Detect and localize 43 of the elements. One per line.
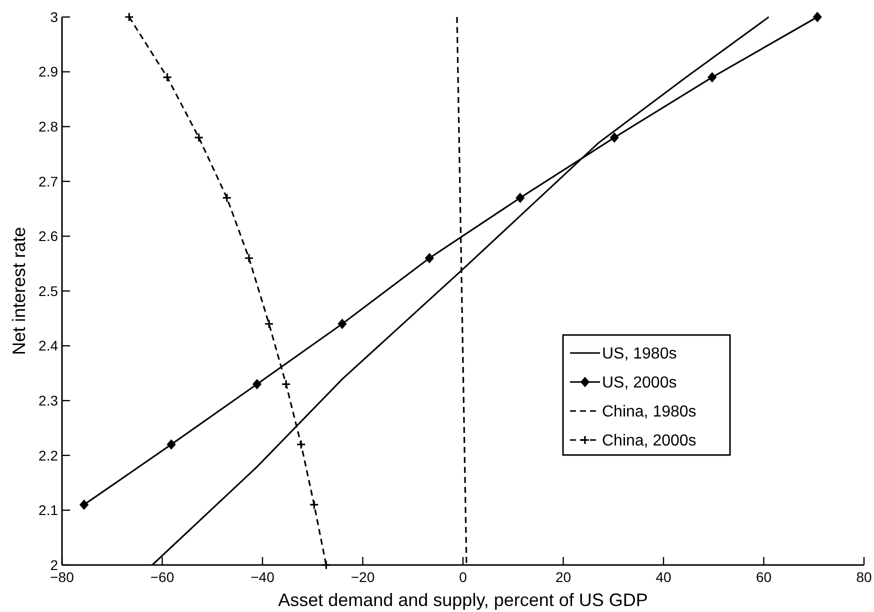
- point: [194, 132, 204, 142]
- point: [80, 500, 88, 510]
- legend-label: US, 2000s: [602, 374, 677, 392]
- point: [281, 379, 291, 389]
- point: [425, 253, 434, 263]
- point: [708, 72, 716, 82]
- y-tick-label: 2.8: [38, 118, 58, 134]
- point: [244, 253, 254, 263]
- y-tick-label: 2.5: [38, 282, 58, 299]
- y-tick-label: 2.9: [38, 64, 58, 80]
- x-tick-label: −40: [250, 569, 275, 585]
- point: [309, 500, 319, 510]
- point: [222, 193, 232, 203]
- point: [162, 72, 172, 82]
- point: [124, 12, 134, 22]
- y-tick-label: 2.1: [38, 502, 58, 518]
- point: [610, 132, 619, 142]
- point: [516, 193, 524, 203]
- x-tick-label: 40: [656, 569, 672, 585]
- point: [264, 319, 274, 329]
- legend-label: China, 1980s: [602, 404, 696, 421]
- y-tick-label: 2.2: [38, 447, 58, 464]
- point: [321, 560, 331, 570]
- point: [338, 319, 346, 329]
- x-tick-label: 60: [756, 569, 772, 585]
- legend-label: US, 1980s: [602, 346, 677, 363]
- point: [813, 12, 822, 22]
- y-tick-label: 3: [50, 8, 58, 25]
- y-tick-label: 2.4: [38, 338, 58, 354]
- y-tick-label: 2.7: [38, 173, 58, 190]
- x-axis-title: Asset demand and supply, percent of US GDP: [278, 590, 648, 610]
- y-tick-label: 2.3: [38, 392, 58, 408]
- x-tick-label: 20: [555, 569, 572, 585]
- point: [166, 440, 176, 450]
- x-tick-label: −60: [150, 569, 174, 585]
- x-tick-label: −20: [350, 569, 375, 585]
- legend-label: China, 2000s: [602, 432, 696, 450]
- point: [252, 379, 262, 389]
- x-tick-label: 0: [459, 569, 468, 585]
- y-axis-title: Net interest rate: [9, 226, 29, 356]
- y-tick-label: 2.6: [38, 228, 58, 244]
- point: [296, 440, 306, 450]
- x-tick-label: 80: [856, 569, 872, 585]
